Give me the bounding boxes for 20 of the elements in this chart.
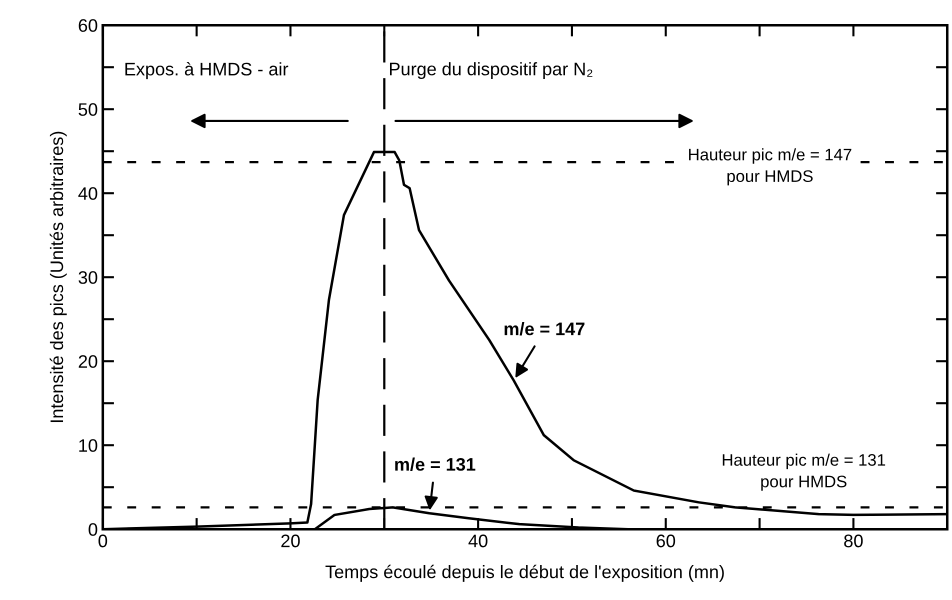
x-tick-label: 60 xyxy=(656,534,676,548)
text: m/e = 131 xyxy=(395,458,476,471)
annotation: Hauteur pic m/e = 147 pour HMDS xyxy=(689,148,852,186)
x-tick-label: 20 xyxy=(281,534,300,548)
y-tick-label: 60 xyxy=(78,19,98,32)
y-tick-label: 40 xyxy=(78,187,98,200)
series-label: m/e = 147 xyxy=(504,322,584,336)
annotation: Purge du dispositif par N₂ xyxy=(390,62,592,79)
annotation: Expos. à HMDS - air xyxy=(125,62,288,80)
y-tick-label: 10 xyxy=(79,439,98,452)
y-axis-title: Intensité des pics (Unités arbitraires) xyxy=(50,132,67,422)
x-tick-label: 80 xyxy=(844,534,863,548)
y-tick-label: 30 xyxy=(78,271,98,284)
y-tick-label: 0 xyxy=(88,523,98,536)
y-tick-label: 20 xyxy=(78,355,98,368)
x-tick-label: 40 xyxy=(468,534,488,548)
annotation: Hauteur pic m/e = 131 pour HMDS xyxy=(722,454,886,491)
x-axis-title: Temps écoulé depuis le début de l'exposition (mn) xyxy=(326,564,724,582)
x-tick-label: 0 xyxy=(98,534,108,548)
y-tick-label: 50 xyxy=(78,103,98,116)
